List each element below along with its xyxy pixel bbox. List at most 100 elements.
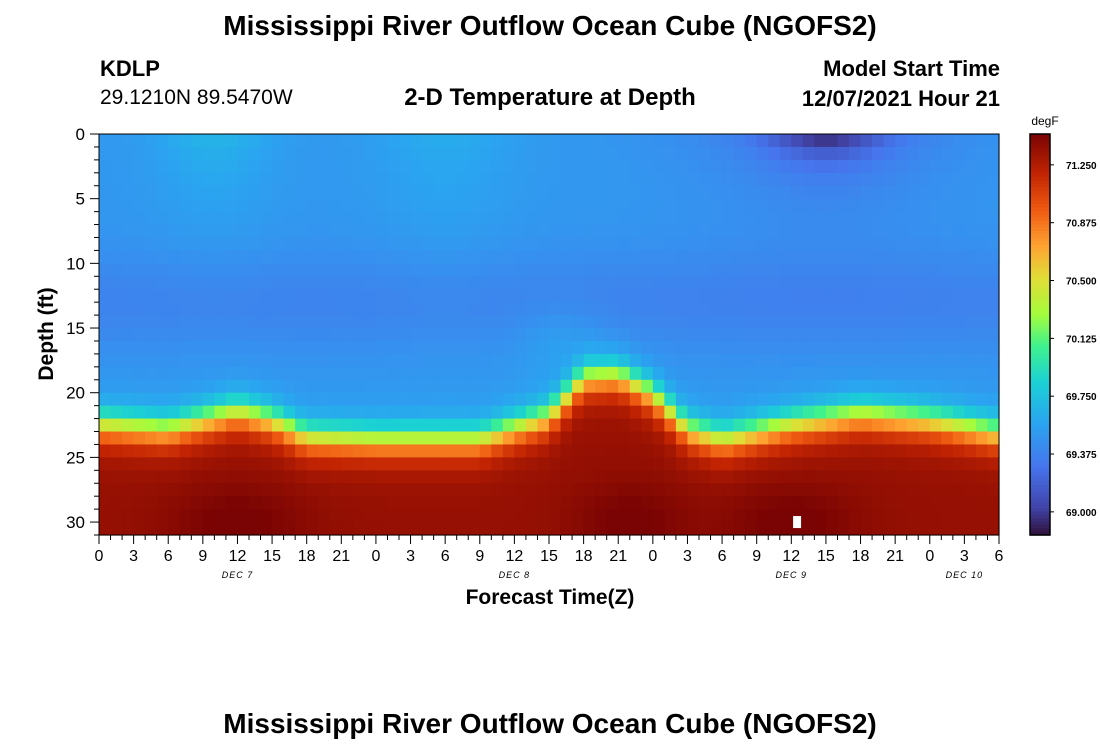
heatmap-cell — [364, 172, 377, 187]
heatmap-cell — [191, 457, 204, 471]
heatmap-cell — [260, 146, 273, 161]
heatmap-cell — [837, 198, 850, 213]
heatmap-cell — [491, 224, 504, 239]
colorbar-segment — [1030, 200, 1050, 205]
heatmap-cell — [179, 418, 192, 433]
heatmap-cell — [375, 444, 389, 458]
heatmap-cell — [514, 224, 527, 239]
colorbar-segment — [1030, 484, 1050, 489]
heatmap-cell — [214, 134, 227, 148]
heatmap-cell — [433, 315, 446, 329]
heatmap-cell — [468, 418, 481, 433]
heatmap-cell — [802, 172, 815, 187]
heatmap-cell — [537, 496, 550, 510]
heatmap-cell — [341, 496, 354, 510]
heatmap-cell — [675, 134, 689, 148]
heatmap-cell — [387, 289, 400, 303]
heatmap-cell — [179, 315, 192, 329]
heatmap-cell — [733, 470, 746, 484]
heatmap-cell — [987, 379, 1000, 394]
heatmap-cell — [422, 431, 435, 446]
heatmap-cell — [687, 289, 700, 303]
heatmap-cell — [445, 392, 458, 407]
heatmap-cell — [768, 224, 781, 239]
heatmap-cell — [906, 366, 919, 381]
heatmap-cell — [802, 405, 815, 420]
heatmap-cell — [156, 237, 169, 252]
heatmap-cell — [895, 431, 908, 446]
colorbar-segment — [1030, 434, 1050, 439]
heatmap-cell — [618, 302, 631, 316]
heatmap-cell — [779, 198, 792, 213]
heatmap-cell — [595, 211, 608, 226]
heatmap-cell — [941, 340, 954, 355]
heatmap-cell — [595, 392, 608, 407]
heatmap-cell — [618, 146, 631, 161]
heatmap-cell — [595, 315, 608, 329]
heatmap-cell — [618, 457, 631, 471]
heatmap-cell — [975, 353, 989, 368]
heatmap-cell — [399, 276, 412, 290]
heatmap-cell — [745, 198, 758, 213]
heatmap-cell — [572, 470, 585, 484]
heatmap-cell — [918, 134, 931, 148]
heatmap-cell — [237, 496, 250, 510]
heatmap-cell — [445, 405, 458, 420]
heatmap-cell — [975, 496, 989, 510]
heatmap-cell — [733, 159, 746, 174]
heatmap-cell — [318, 276, 331, 290]
heatmap-cell — [779, 457, 792, 471]
heatmap-cell — [779, 302, 792, 316]
heatmap-cell — [156, 392, 169, 407]
heatmap-cell — [387, 457, 400, 471]
heatmap-cell — [675, 522, 689, 536]
heatmap-cell — [525, 237, 539, 252]
heatmap-cell — [179, 483, 192, 497]
colorbar-segment — [1030, 180, 1050, 185]
heatmap-cell — [364, 315, 377, 329]
heatmap-cell — [110, 315, 123, 329]
heatmap-cell — [952, 379, 965, 394]
y-tick-label: 25 — [66, 448, 85, 467]
heatmap-cell — [791, 444, 804, 458]
heatmap-cell — [699, 185, 712, 200]
heatmap-cell — [652, 134, 665, 148]
colorbar-segment — [1030, 384, 1050, 389]
heatmap-cell — [352, 237, 365, 252]
colorbar-segment — [1030, 494, 1050, 499]
heatmap-cell — [502, 418, 515, 433]
heatmap-cell — [122, 198, 135, 213]
heatmap-cell — [306, 418, 319, 433]
heatmap-cell — [260, 328, 273, 342]
heatmap-cells — [99, 134, 1000, 536]
heatmap-cell — [156, 457, 169, 471]
heatmap-cell — [549, 315, 562, 329]
heatmap-cell — [191, 522, 204, 536]
heatmap-cell — [352, 185, 365, 200]
heatmap-cell — [652, 237, 665, 252]
heatmap-cell — [699, 289, 712, 303]
heatmap-cell — [687, 392, 700, 407]
heatmap-cell — [768, 315, 781, 329]
heatmap-cell — [352, 353, 365, 368]
heatmap-cell — [906, 134, 919, 148]
heatmap-cell — [837, 392, 850, 407]
heatmap-cell — [895, 289, 908, 303]
heatmap-cell — [549, 431, 562, 446]
colorbar-segment — [1030, 220, 1050, 225]
colorbar-segment — [1030, 214, 1050, 219]
heatmap-cell — [883, 185, 896, 200]
heatmap-cell — [825, 302, 839, 316]
heatmap-cell — [699, 224, 712, 239]
heatmap-cell — [860, 418, 873, 433]
heatmap-cell — [445, 172, 458, 187]
heatmap-cell — [329, 483, 342, 497]
heatmap-cell — [525, 444, 539, 458]
heatmap-cell — [825, 483, 839, 497]
heatmap-cell — [687, 457, 700, 471]
heatmap-cell — [779, 146, 792, 161]
heatmap-cell — [814, 353, 827, 368]
heatmap-cell — [756, 134, 769, 148]
heatmap-cell — [929, 470, 942, 484]
